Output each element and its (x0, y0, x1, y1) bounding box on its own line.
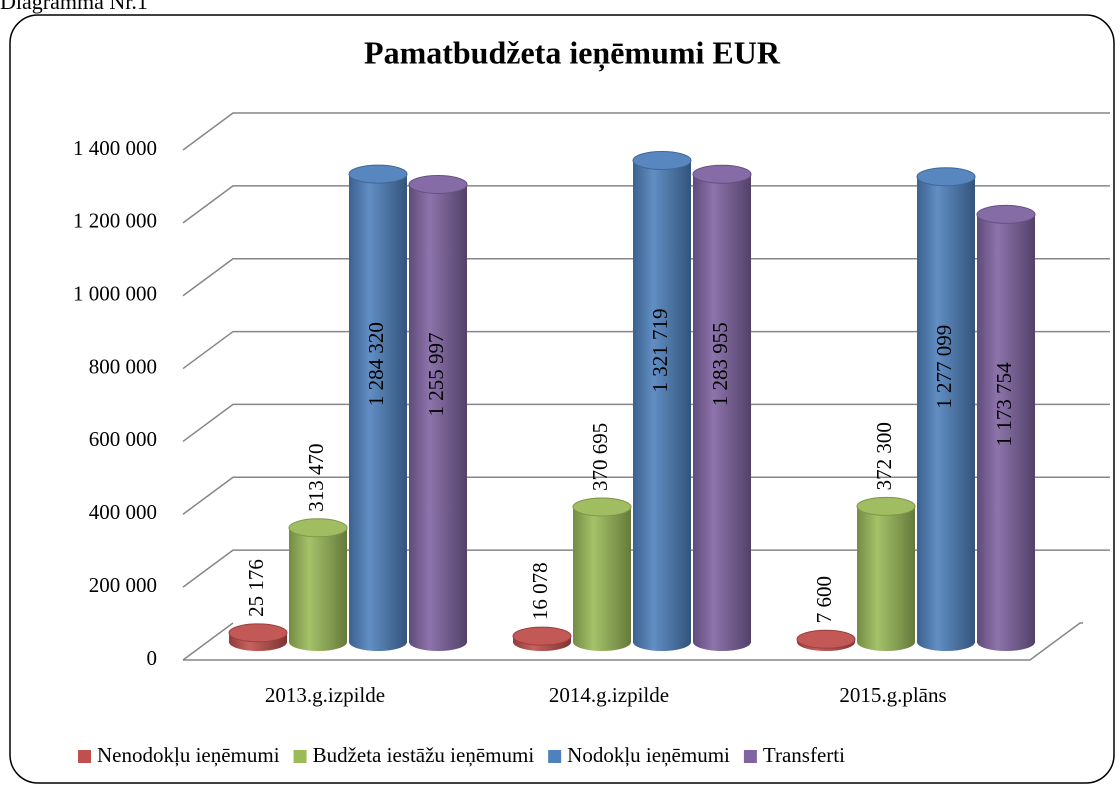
bar-top (692, 164, 752, 184)
y-tick-label: 1 400 000 (73, 136, 157, 160)
data-label: 16 078 (528, 562, 552, 620)
bar-top (348, 164, 408, 184)
heading: Diagramma Nr.1 (0, 0, 148, 14)
bar-body (349, 174, 407, 651)
grid-line (182, 257, 1110, 297)
bar-body (289, 527, 347, 651)
legend-label: Budžeta iestāžu ieņēmumi (313, 743, 535, 767)
bar-top (976, 204, 1036, 224)
grid-line (182, 476, 1110, 515)
legend-label: Transferti (763, 743, 845, 767)
legend-label: Nodokļu ieņēmumi (567, 743, 730, 767)
bar-top (796, 629, 856, 649)
bar-top (228, 623, 288, 643)
bar-top (408, 174, 468, 194)
data-label: 1 284 320 (364, 322, 388, 406)
data-label: 1 173 754 (992, 362, 1016, 447)
y-tick-label: 600 000 (89, 427, 157, 451)
legend-swatch (743, 750, 757, 763)
bar-top (512, 626, 572, 646)
data-label: 1 255 997 (424, 332, 448, 416)
bar-top (916, 167, 976, 187)
data-label: 313 470 (304, 444, 328, 512)
data-label: 7 600 (812, 576, 836, 623)
bar-body (917, 176, 975, 652)
bar (228, 623, 288, 651)
bar (796, 629, 856, 651)
bar-body (409, 184, 467, 651)
bar (856, 496, 916, 651)
x-tick-label: 2014.g.izpilde (549, 683, 669, 707)
legend-label: Nenodokļu ieņēmumi (97, 743, 280, 767)
bar (976, 204, 1036, 651)
grid-line (182, 112, 1110, 151)
bar-body (857, 506, 915, 651)
bar (572, 497, 632, 651)
bar-body (977, 214, 1035, 651)
bar-body (633, 160, 691, 651)
bar (916, 167, 976, 652)
bar (632, 151, 692, 651)
bar-top (632, 151, 692, 171)
bar-top (856, 496, 916, 516)
bar-top (572, 497, 632, 517)
legend-swatch (78, 750, 91, 763)
floor-line (183, 622, 1083, 661)
bar (692, 164, 752, 651)
y-tick-label: 400 000 (89, 500, 157, 524)
grid-line (182, 549, 1110, 588)
y-tick-label: 200 000 (89, 573, 157, 597)
y-tick-label: 1 200 000 (73, 209, 157, 233)
bar-top (288, 518, 348, 538)
data-label: 1 321 719 (648, 309, 672, 393)
y-tick-label: 800 000 (89, 354, 157, 378)
bar (512, 626, 572, 651)
y-tick-label: 0 (147, 646, 158, 670)
grid-line (182, 403, 1110, 443)
bar (348, 164, 408, 651)
floor-back (182, 622, 234, 661)
data-label: 370 695 (588, 423, 612, 491)
x-tick-label: 2015.g.plāns (839, 683, 946, 707)
grid-line (182, 185, 1110, 224)
chart-border (9, 14, 1115, 784)
data-label: 372 300 (872, 422, 896, 490)
data-label: 1 283 955 (708, 322, 732, 406)
data-label: 1 277 099 (932, 325, 956, 409)
chart-title: Pamatbudžeta ieņēmumi EUR (364, 34, 781, 71)
grid-line (182, 330, 1110, 370)
bar (288, 518, 348, 651)
legend-swatch (548, 750, 562, 763)
legend-swatch (293, 750, 307, 763)
bar-body (693, 174, 751, 651)
x-tick-label: 2013.g.izpilde (265, 683, 385, 707)
data-label: 25 176 (244, 559, 268, 617)
bar-body (573, 506, 631, 651)
bar (408, 174, 468, 651)
y-tick-label: 1 000 000 (73, 282, 157, 306)
